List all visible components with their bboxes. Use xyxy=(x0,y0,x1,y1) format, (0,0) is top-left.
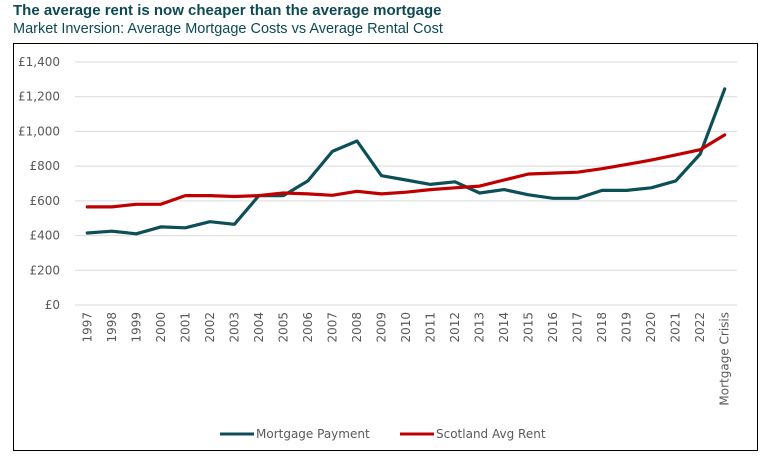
x-tick-label: 2000 xyxy=(154,312,168,343)
y-tick-label: £1,000 xyxy=(18,124,60,138)
chart-subtitle: Market Inversion: Average Mortgage Costs… xyxy=(13,21,443,37)
x-tick-label: 2004 xyxy=(252,312,266,343)
x-tick-label: 2012 xyxy=(448,312,462,343)
y-tick-label: £1,400 xyxy=(18,55,60,69)
chart-title: The average rent is now cheaper than the… xyxy=(13,2,442,19)
x-tick-label: 2002 xyxy=(203,312,217,343)
y-tick-label: £800 xyxy=(29,159,60,173)
series-lines xyxy=(85,87,727,236)
y-axis-ticks: £0 £200 £400 £600 £800 £1,000 £1,200 £1,400 xyxy=(18,55,60,312)
y-tick-label: £200 xyxy=(29,263,60,277)
x-tick-label: 2022 xyxy=(693,312,707,343)
x-tick-label: 2017 xyxy=(571,312,585,343)
x-tick-label: 2009 xyxy=(374,312,388,343)
y-tick-label: £600 xyxy=(29,194,60,208)
x-tick-label: Mortgage Crisis xyxy=(718,312,732,406)
x-tick-label: 2003 xyxy=(227,312,241,343)
x-tick-label: 2021 xyxy=(669,312,683,343)
series-line-mortgage-payment xyxy=(85,87,727,236)
x-tick-label: 2010 xyxy=(399,312,413,343)
x-tick-label: 2020 xyxy=(644,312,658,343)
x-tick-label: 2011 xyxy=(424,312,438,343)
x-tick-label: 2019 xyxy=(620,312,634,343)
legend: Mortgage Payment Scotland Avg Rent xyxy=(220,427,546,441)
x-tick-label: 1999 xyxy=(129,312,143,343)
legend-label: Mortgage Payment xyxy=(256,427,370,441)
x-tick-label: 2001 xyxy=(178,312,192,343)
x-tick-label: 2006 xyxy=(301,312,315,343)
gridlines xyxy=(75,61,737,306)
x-axis-ticks: 1997 1998 1999 2000 2001 2002 2003 2004 2005 2006… xyxy=(80,312,731,406)
x-tick-label: 2005 xyxy=(276,312,290,343)
x-tick-label: 2016 xyxy=(546,312,560,343)
x-tick-label: 1997 xyxy=(80,312,94,343)
x-tick-label: 2013 xyxy=(473,312,487,343)
y-tick-label: £0 xyxy=(45,298,60,312)
y-tick-label: £400 xyxy=(29,229,60,243)
series-line-scotland-avg-rent xyxy=(85,133,727,209)
x-tick-label: 2007 xyxy=(325,312,339,343)
x-tick-label: 2008 xyxy=(350,312,364,343)
x-tick-label: 2015 xyxy=(522,312,536,343)
legend-label: Scotland Avg Rent xyxy=(436,427,546,441)
x-tick-label: 1998 xyxy=(105,312,119,343)
x-tick-label: 2014 xyxy=(497,312,511,343)
chart-frame xyxy=(13,43,758,451)
y-tick-label: £1,200 xyxy=(18,90,60,104)
x-tick-label: 2018 xyxy=(595,312,609,343)
